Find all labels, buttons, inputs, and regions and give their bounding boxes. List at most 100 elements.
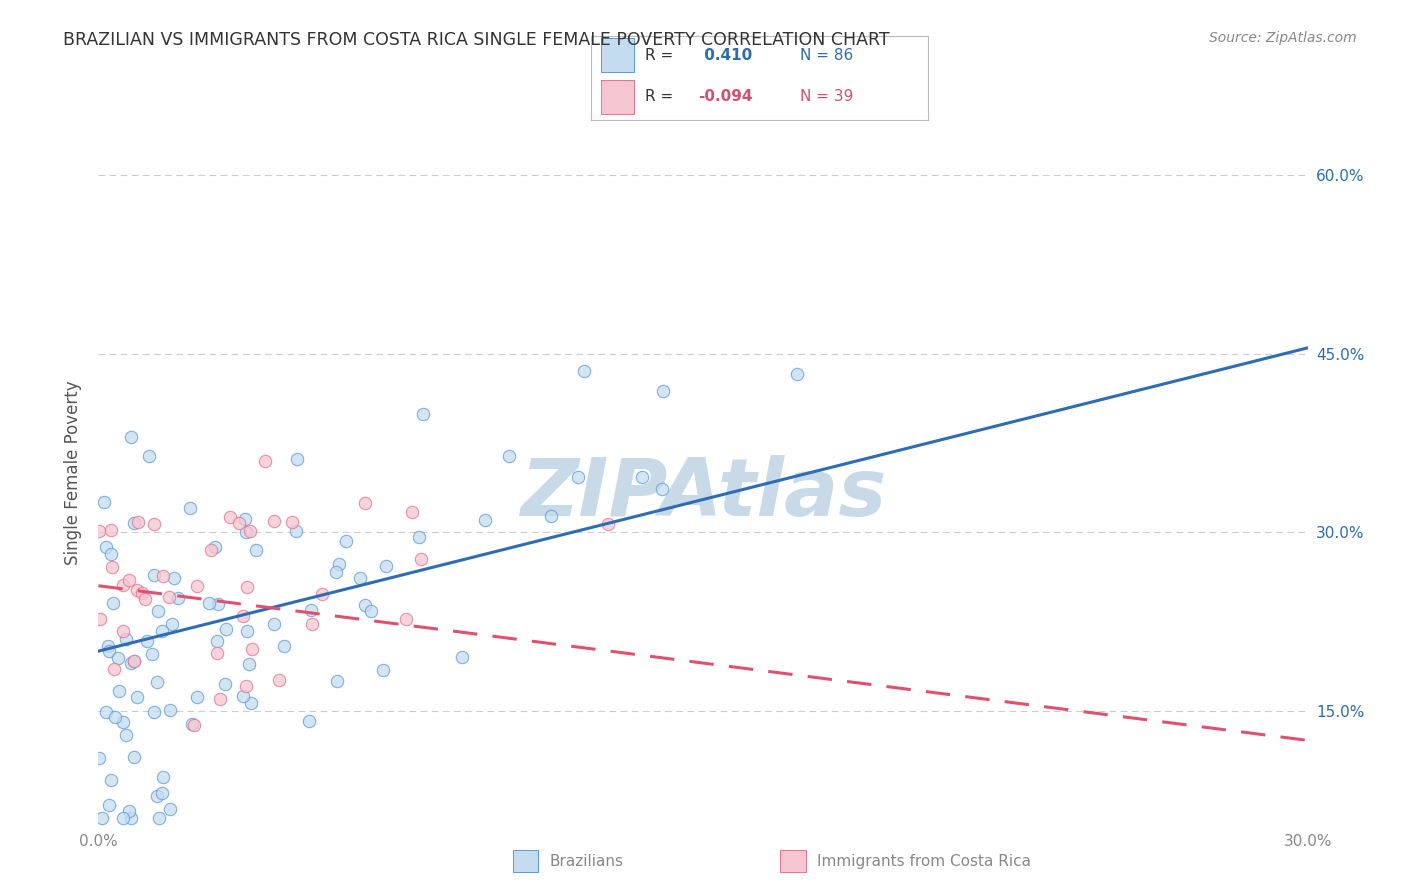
Point xyxy=(498,450,520,464)
Point xyxy=(200,542,222,557)
Text: ZIPAtlas: ZIPAtlas xyxy=(520,455,886,533)
Point xyxy=(166,591,188,605)
Point xyxy=(215,623,238,637)
Point xyxy=(204,541,226,555)
Point xyxy=(152,770,174,784)
Point xyxy=(253,454,276,468)
Point xyxy=(245,542,267,557)
Point xyxy=(238,657,260,671)
Point xyxy=(371,663,394,677)
Point xyxy=(90,811,112,825)
Point xyxy=(103,662,125,676)
Point xyxy=(141,647,163,661)
Point xyxy=(349,571,371,585)
Point xyxy=(150,624,173,639)
Point xyxy=(148,811,170,825)
Point xyxy=(328,557,350,571)
Point xyxy=(263,514,285,528)
Bar xyxy=(600,38,634,72)
Point xyxy=(104,710,127,724)
Point xyxy=(114,728,136,742)
Point xyxy=(122,516,145,530)
Point xyxy=(567,470,589,484)
Point xyxy=(100,523,122,537)
Point xyxy=(125,690,148,705)
Point xyxy=(239,524,262,538)
Point xyxy=(412,408,434,422)
Point xyxy=(93,495,115,509)
Point xyxy=(285,452,308,467)
Point xyxy=(208,692,231,706)
Point xyxy=(596,516,619,531)
Point xyxy=(540,508,562,523)
Point xyxy=(89,750,111,764)
Point xyxy=(114,632,136,646)
Point xyxy=(183,718,205,732)
Text: R =: R = xyxy=(644,47,678,62)
Text: N = 86: N = 86 xyxy=(800,47,853,62)
Point xyxy=(298,714,321,728)
Point xyxy=(235,679,257,693)
Point xyxy=(108,684,131,698)
Point xyxy=(281,515,304,529)
Point xyxy=(273,639,295,653)
Point xyxy=(235,624,257,638)
Point xyxy=(122,749,145,764)
Point xyxy=(360,604,382,618)
Point xyxy=(228,516,250,530)
Point xyxy=(269,673,291,688)
Point xyxy=(474,513,496,527)
Point xyxy=(111,811,134,825)
Point xyxy=(160,617,183,632)
Point xyxy=(112,578,135,592)
Point xyxy=(219,510,242,524)
Point xyxy=(98,644,121,658)
Point xyxy=(111,715,134,730)
Point xyxy=(652,384,675,399)
Point xyxy=(232,608,254,623)
Point xyxy=(89,612,111,626)
Point xyxy=(127,515,149,529)
Point xyxy=(411,552,433,566)
Point xyxy=(143,568,166,582)
Point xyxy=(125,583,148,598)
Point xyxy=(401,505,423,519)
Point xyxy=(120,656,142,670)
Point xyxy=(163,571,186,585)
Point xyxy=(233,512,256,526)
Point xyxy=(285,524,308,539)
Y-axis label: Single Female Poverty: Single Female Poverty xyxy=(65,381,83,565)
Point xyxy=(235,525,257,540)
Point xyxy=(197,596,219,610)
Text: Immigrants from Costa Rica: Immigrants from Costa Rica xyxy=(817,854,1031,869)
Point xyxy=(186,579,208,593)
Point xyxy=(146,789,169,803)
Text: 0.410: 0.410 xyxy=(699,47,752,62)
Point xyxy=(408,530,430,544)
Point xyxy=(236,580,259,594)
Point xyxy=(94,541,117,555)
Point xyxy=(112,624,135,638)
Point xyxy=(135,633,157,648)
Point xyxy=(142,516,165,531)
Point xyxy=(120,430,142,444)
Point xyxy=(103,596,125,610)
Point xyxy=(146,675,169,690)
Point xyxy=(240,642,263,657)
Point xyxy=(572,364,595,378)
Point xyxy=(207,597,229,611)
Point xyxy=(326,673,349,688)
Point xyxy=(89,524,111,539)
Point xyxy=(232,689,254,703)
Point xyxy=(98,798,121,813)
Point xyxy=(214,676,236,690)
Bar xyxy=(600,79,634,113)
Point xyxy=(134,591,156,606)
Point xyxy=(450,650,472,665)
Point xyxy=(181,717,204,731)
Point xyxy=(240,696,263,710)
Point xyxy=(118,573,141,587)
Text: R =: R = xyxy=(644,89,678,104)
Point xyxy=(263,617,285,632)
Point xyxy=(122,655,145,669)
